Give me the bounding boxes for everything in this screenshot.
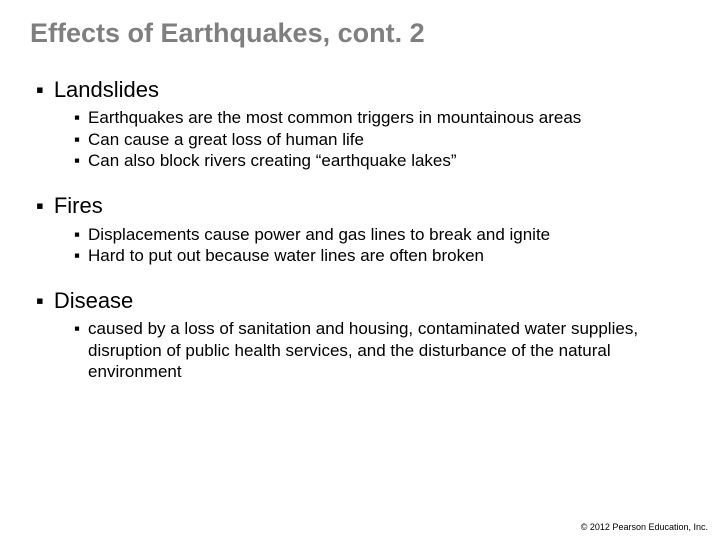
bullet-icon: ▪ <box>36 77 44 103</box>
list-item: ▪ Can also block rivers creating “earthq… <box>74 150 690 171</box>
list-item-text: Displacements cause power and gas lines … <box>88 224 550 245</box>
slide-title: Effects of Earthquakes, cont. 2 <box>30 18 690 49</box>
copyright-footer: © 2012 Pearson Education, Inc. <box>581 522 708 532</box>
section-heading-text: Landslides <box>54 77 159 103</box>
list-item-text: Can cause a great loss of human life <box>88 129 364 150</box>
list-item: ▪ Hard to put out because water lines ar… <box>74 245 690 266</box>
list-item: ▪ Can cause a great loss of human life <box>74 129 690 150</box>
list-item: ▪ Earthquakes are the most common trigge… <box>74 107 690 128</box>
section-heading: ▪ Disease <box>36 288 690 314</box>
bullet-icon: ▪ <box>74 224 80 245</box>
list-item-text: caused by a loss of sanitation and housi… <box>88 318 668 382</box>
bullet-icon: ▪ <box>36 288 44 314</box>
section-heading-text: Disease <box>54 288 133 314</box>
list-item-text: Earthquakes are the most common triggers… <box>88 107 581 128</box>
list-item-text: Can also block rivers creating “earthqua… <box>88 150 457 171</box>
bullet-icon: ▪ <box>36 193 44 219</box>
section-heading: ▪ Fires <box>36 193 690 219</box>
section-sublist: ▪ Displacements cause power and gas line… <box>74 224 690 267</box>
bullet-icon: ▪ <box>74 129 80 150</box>
bullet-icon: ▪ <box>74 150 80 171</box>
list-item-text: Hard to put out because water lines are … <box>88 245 484 266</box>
section-heading: ▪ Landslides <box>36 77 690 103</box>
section-heading-text: Fires <box>54 193 103 219</box>
list-item: ▪ caused by a loss of sanitation and hou… <box>74 318 690 382</box>
section-sublist: ▪ caused by a loss of sanitation and hou… <box>74 318 690 382</box>
bullet-icon: ▪ <box>74 245 80 266</box>
list-item: ▪ Displacements cause power and gas line… <box>74 224 690 245</box>
slide: Effects of Earthquakes, cont. 2 ▪ Landsl… <box>0 0 720 540</box>
bullet-icon: ▪ <box>74 107 80 128</box>
bullet-icon: ▪ <box>74 318 80 339</box>
section-sublist: ▪ Earthquakes are the most common trigge… <box>74 107 690 171</box>
